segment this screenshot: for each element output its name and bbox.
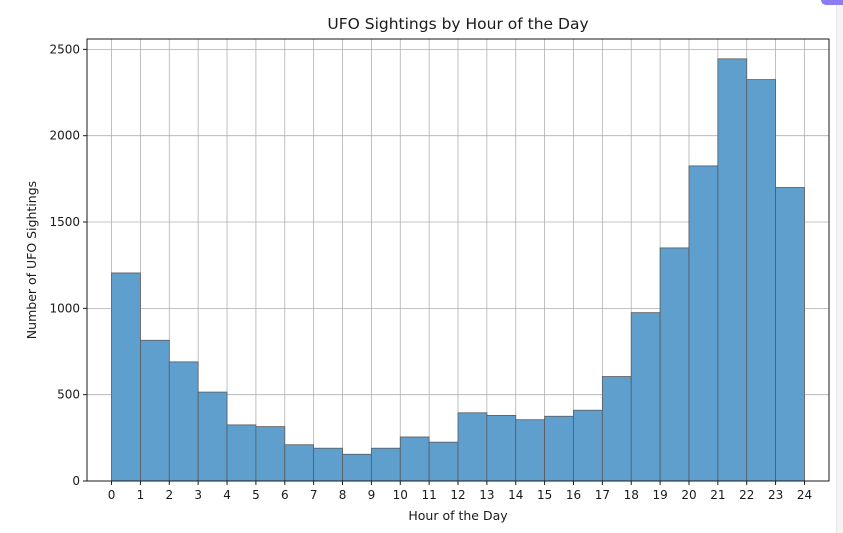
x-tick-label: 3: [194, 488, 202, 502]
x-tick-label: 13: [479, 488, 494, 502]
histogram-bar: [255, 426, 286, 482]
y-axis-label: Number of UFO Sightings: [24, 181, 39, 339]
x-tick-label: 11: [421, 488, 436, 502]
histogram-bar: [140, 339, 170, 482]
histogram-bar: [399, 436, 430, 482]
y-axis-ticks: 0 500 1000 1500 2000 2500: [49, 42, 87, 488]
y-tick-label: 1000: [49, 301, 80, 315]
histogram-bar: [197, 391, 228, 482]
histogram-bar: [688, 165, 719, 482]
histogram-bar: [428, 441, 459, 482]
histogram-bar: [486, 414, 517, 482]
histogram-bar: [284, 444, 315, 482]
histogram-bar: [601, 376, 632, 482]
histogram-bar: [313, 447, 343, 482]
x-axis-ticks: 0 1 2 3 4 5 6 7 8 9 10 11 12 13 14 15 16 17 18 19 20 21 22 23 24: [108, 481, 812, 502]
x-tick-label: 8: [339, 488, 347, 502]
page-scrollbar[interactable]: [836, 0, 843, 533]
histogram-bar: [515, 419, 546, 482]
y-tick-label: 500: [57, 388, 80, 402]
histogram-bar: [111, 272, 141, 482]
x-tick-label: 20: [681, 488, 696, 502]
histogram-bar: [226, 424, 257, 482]
x-tick-label: 15: [537, 488, 552, 502]
histogram-bar: [370, 447, 401, 482]
x-tick-label: 7: [310, 488, 318, 502]
x-tick-label: 10: [393, 488, 408, 502]
histogram-bar: [573, 409, 603, 482]
histogram-bar: [457, 412, 488, 482]
y-tick-label: 0: [72, 474, 80, 488]
histogram-bar: [659, 247, 690, 482]
x-tick-label: 12: [450, 488, 465, 502]
x-tick-label: 17: [595, 488, 610, 502]
corner-accent: [821, 0, 843, 5]
histogram-bar: [630, 312, 661, 482]
chart-title: UFO Sightings by Hour of the Day: [327, 15, 588, 33]
histogram-bar: [746, 79, 776, 482]
y-tick-label: 2500: [49, 42, 80, 56]
histogram-bar: [775, 187, 805, 482]
x-tick-label: 4: [223, 488, 231, 502]
x-tick-label: 1: [137, 488, 145, 502]
x-tick-label: 0: [108, 488, 116, 502]
x-axis-label: Hour of the Day: [408, 508, 508, 523]
x-tick-label: 16: [566, 488, 581, 502]
x-tick-label: 18: [624, 488, 639, 502]
histogram-bar: [168, 361, 199, 482]
y-tick-label: 1500: [49, 215, 80, 229]
x-tick-label: 22: [739, 488, 754, 502]
histogram-bar: [544, 415, 574, 482]
x-tick-label: 9: [368, 488, 376, 502]
x-tick-label: 23: [768, 488, 783, 502]
x-tick-label: 6: [281, 488, 289, 502]
x-tick-label: 21: [710, 488, 725, 502]
x-tick-label: 14: [508, 488, 523, 502]
bars: [111, 58, 805, 482]
x-tick-label: 5: [252, 488, 260, 502]
histogram-bar: [342, 453, 372, 482]
x-tick-label: 19: [652, 488, 667, 502]
histogram-bar: [717, 58, 748, 482]
y-tick-label: 2000: [49, 129, 80, 143]
x-tick-label: 2: [165, 488, 173, 502]
x-tick-label: 24: [797, 488, 812, 502]
